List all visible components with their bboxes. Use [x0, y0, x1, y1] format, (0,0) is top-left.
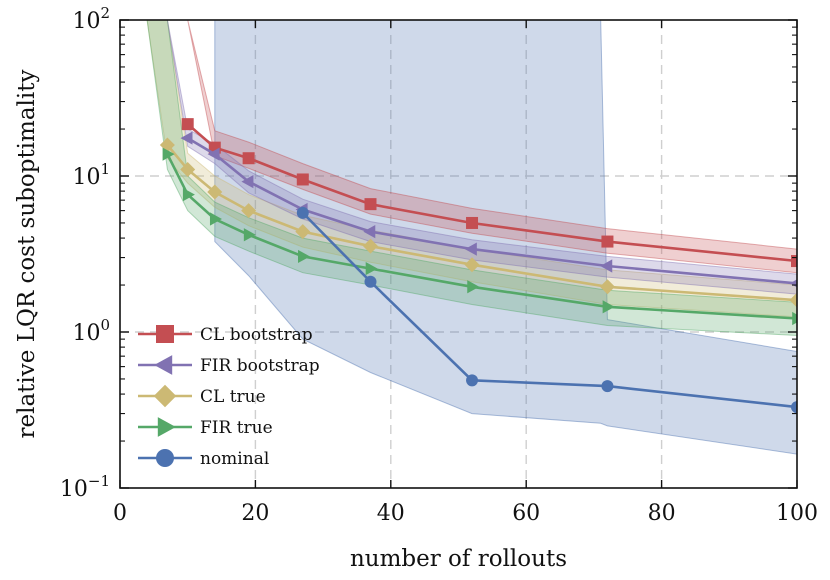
point-nominal: [601, 380, 614, 393]
legend-marker-cl-true: [153, 384, 177, 408]
legend-marker-nominal: [156, 449, 174, 467]
line-fir-bootstrap: [187, 136, 797, 285]
plot-frame: [119, 19, 798, 489]
x-tick-label: 0: [113, 501, 127, 526]
y-tick-label: 100: [72, 316, 110, 346]
legend-marker-cl-bootstrap: [156, 325, 174, 343]
legend-item-fir-true: FIR true: [138, 417, 273, 438]
x-axis-label: number of rollouts: [350, 546, 567, 572]
point-nominal: [364, 275, 377, 288]
point-cl-bootstrap: [466, 216, 479, 229]
series-lines: [159, 118, 797, 414]
point-fir-true: [467, 280, 480, 294]
legend-item-nominal: nominal: [138, 449, 269, 469]
x-tick-label: 40: [377, 501, 405, 526]
point-fir-bootstrap: [464, 242, 477, 256]
band-cl-bootstrap: [167, 20, 797, 274]
legend-marker-fir-true: [157, 417, 176, 437]
point-nominal: [791, 401, 797, 414]
point-fir-true: [365, 261, 378, 276]
band-nominal: [214, 20, 797, 455]
x-tick-label: 100: [776, 501, 818, 526]
point-fir-true: [792, 311, 797, 326]
point-fir-true: [602, 300, 615, 314]
legend-item-cl-true: CL true: [138, 384, 266, 408]
point-fir-true: [209, 212, 222, 226]
point-fir-bootstrap: [180, 131, 193, 145]
point-nominal: [296, 206, 309, 219]
point-cl-true: [180, 162, 196, 178]
point-fir-true: [162, 147, 175, 161]
point-cl-true: [464, 257, 480, 273]
point-cl-true: [789, 292, 797, 308]
point-fir-true: [243, 228, 256, 242]
point-cl-true: [295, 224, 311, 240]
axes: 0 20 40 60 80 100 10−1 100 101 102: [60, 4, 818, 526]
y-tick-label: 102: [72, 4, 110, 34]
point-cl-true: [599, 279, 615, 295]
legend-label: FIR true: [200, 418, 273, 438]
legend-label: CL true: [200, 387, 266, 407]
point-fir-bootstrap: [363, 225, 376, 239]
legend-label: nominal: [200, 449, 269, 469]
legend-label: CL bootstrap: [200, 325, 313, 345]
point-fir-true: [297, 249, 310, 264]
point-cl-bootstrap: [791, 255, 797, 268]
x-tick-label: 20: [241, 501, 269, 526]
point-cl-true: [241, 203, 257, 219]
legend: CL bootstrap FIR bootstrap CL true FIR true…: [138, 325, 320, 469]
point-cl-bootstrap: [364, 198, 377, 211]
point-cl-true: [207, 184, 223, 200]
y-tick-label: 10−1: [60, 472, 110, 502]
point-cl-true: [362, 238, 378, 254]
point-nominal: [466, 374, 479, 387]
point-fir-bootstrap: [207, 147, 220, 161]
x-tick-label: 60: [512, 501, 540, 526]
point-cl-bootstrap: [601, 235, 614, 248]
legend-item-cl-bootstrap: CL bootstrap: [138, 325, 313, 345]
legend-item-fir-bootstrap: FIR bootstrap: [138, 355, 320, 376]
point-cl-bootstrap: [181, 118, 194, 131]
legend-label: FIR bootstrap: [200, 356, 320, 376]
point-cl-bootstrap: [242, 152, 255, 165]
grid-lines: [120, 20, 797, 488]
band-cl-true: [146, 20, 797, 318]
point-cl-bootstrap: [296, 173, 309, 186]
x-tick-label: 80: [648, 501, 676, 526]
legend-marker-fir-bootstrap: [154, 355, 173, 375]
point-fir-bootstrap: [241, 175, 254, 189]
point-fir-true: [182, 187, 195, 202]
band-fir-bootstrap: [166, 20, 797, 295]
y-tick-label: 101: [72, 160, 110, 190]
y-axis-label: relative LQR cost suboptimality: [14, 69, 40, 438]
point-fir-bootstrap: [600, 259, 613, 273]
